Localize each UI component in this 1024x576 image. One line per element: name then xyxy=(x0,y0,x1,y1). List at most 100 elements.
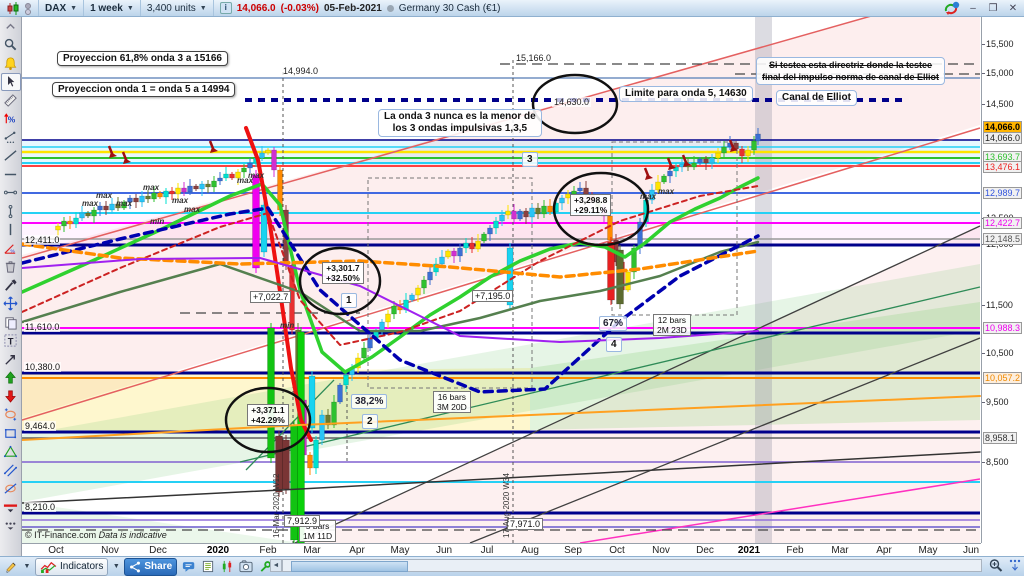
ellipse-icon[interactable] xyxy=(1,406,21,425)
month-label: Nov xyxy=(652,545,670,556)
move-icon[interactable] xyxy=(1,295,21,314)
triangle-icon[interactable] xyxy=(1,443,21,462)
price-tick-label: 15,500 xyxy=(986,39,1014,49)
chart-footer: © IT-Finance.com Data is indicative xyxy=(25,530,167,540)
close-button[interactable]: ✕ xyxy=(1008,2,1018,14)
month-label: Mar xyxy=(831,545,849,556)
month-label: Dec xyxy=(149,545,167,556)
ruler-icon[interactable] xyxy=(1,91,21,110)
month-label: Jun xyxy=(962,545,980,556)
draw-menu-button[interactable]: ▼ xyxy=(22,559,32,575)
price-tick-label: 11,500 xyxy=(986,300,1013,310)
drawing-toolbar: %% T xyxy=(0,17,22,556)
zoom-x-icon[interactable] xyxy=(988,558,1004,573)
market-status-icon xyxy=(386,4,394,12)
more-tools-icon[interactable] xyxy=(1,517,21,536)
arrow-down-icon[interactable] xyxy=(1,387,21,406)
parallel-lines-icon[interactable] xyxy=(1,461,21,480)
vertical-segment-icon[interactable] xyxy=(1,202,21,221)
horizontal-scrollbar[interactable] xyxy=(282,559,982,572)
month-label: Feb xyxy=(259,545,277,556)
indicative-label: Data is indicative xyxy=(98,530,167,540)
chevron-down-icon: ▼ xyxy=(126,4,134,12)
price-tag: 13,476.1 xyxy=(983,161,1023,173)
copyright-label: © IT-Finance.com xyxy=(25,530,97,540)
svg-text:T: T xyxy=(8,337,14,347)
platform-tools-icon[interactable] xyxy=(256,559,273,575)
chart-type-logo[interactable] xyxy=(0,0,39,16)
segment-dots-icon[interactable] xyxy=(1,128,21,147)
news-icon[interactable] xyxy=(199,559,216,575)
time-axis[interactable]: Oct Nov Dec 2020 Feb Mar Apr May Jun Jul Aug Sep Oct… xyxy=(22,543,981,556)
axis-tick xyxy=(982,462,985,463)
tools-icon[interactable] xyxy=(1,276,21,295)
indicators-icon xyxy=(40,561,57,573)
timeframe-select[interactable]: 1 week ▼ xyxy=(84,0,141,16)
vertical-line-icon[interactable] xyxy=(1,221,21,240)
chat-icon[interactable] xyxy=(180,559,197,575)
horizontal-segment-icon[interactable] xyxy=(1,184,21,203)
ma-dashed-navy xyxy=(22,206,760,394)
arrow-up-icon[interactable] xyxy=(1,369,21,388)
year-label: 2021 xyxy=(737,545,761,556)
share-label: Share xyxy=(144,561,173,572)
rectangle-icon[interactable] xyxy=(1,424,21,443)
year-label: 2020 xyxy=(206,545,230,556)
percent-variation-icon[interactable]: % xyxy=(1,110,21,129)
price-axis[interactable]: 15,50015,00014,50012,50012,00011,50010,5… xyxy=(981,17,1024,543)
alerts-bell-icon[interactable] xyxy=(1,54,21,73)
candlestick-logo-icon xyxy=(7,1,19,15)
symbol-label: DAX xyxy=(45,2,67,14)
scrollbar-thumb[interactable] xyxy=(291,561,408,572)
axis-tick xyxy=(982,353,985,354)
line-style-icon[interactable] xyxy=(1,498,21,517)
indicators-button[interactable]: Indicators xyxy=(35,557,109,576)
last-price-label: 14,066.0 xyxy=(236,2,276,14)
month-label: Feb xyxy=(786,545,804,556)
price-tag: 10,988.3 xyxy=(983,322,1023,334)
zoom-icon[interactable] xyxy=(1,36,21,55)
month-label: May xyxy=(390,545,410,556)
minimize-button[interactable]: – xyxy=(970,2,976,14)
angle-percent-icon[interactable]: % xyxy=(1,239,21,258)
price-tag: 12,989.7 xyxy=(983,187,1023,199)
arrow-icon[interactable] xyxy=(1,350,21,369)
horizontal-line-icon[interactable] xyxy=(1,165,21,184)
duplicate-icon[interactable] xyxy=(1,313,21,332)
symbol-select[interactable]: DAX ▼ xyxy=(39,0,85,16)
snapshot-icon[interactable] xyxy=(237,559,254,575)
share-button[interactable]: Share xyxy=(124,557,178,576)
ma-dashed-red xyxy=(22,185,759,346)
restore-button[interactable]: ❐ xyxy=(988,2,998,14)
scroll-left-button[interactable]: ◄ xyxy=(270,559,282,572)
month-label: Oct xyxy=(609,545,625,556)
price-tick-label: 14,500 xyxy=(986,99,1014,109)
month-label: Aug xyxy=(521,545,539,556)
sell-arrow-icon xyxy=(123,158,131,164)
sync-icon[interactable] xyxy=(942,1,960,16)
indicators-menu-button[interactable]: ▼ xyxy=(111,559,121,575)
chevron-down-icon: ▼ xyxy=(112,563,120,570)
text-icon[interactable]: T xyxy=(1,332,21,351)
axis-tick xyxy=(982,44,985,45)
units-select[interactable]: 3,400 units ▼ xyxy=(141,0,214,16)
title-bar: DAX ▼ 1 week ▼ 3,400 units ▼ i 14,066.0 … xyxy=(0,0,1024,17)
draw-icon[interactable] xyxy=(2,559,19,575)
trendline-icon[interactable] xyxy=(1,147,21,166)
price-tick-label: 15,000 xyxy=(986,68,1014,78)
month-label: Jun xyxy=(435,545,453,556)
collapse-icon[interactable] xyxy=(1,17,21,36)
trash-icon[interactable] xyxy=(1,258,21,277)
compare-icon[interactable] xyxy=(218,559,235,575)
share-icon xyxy=(130,561,141,572)
info-icon[interactable]: i xyxy=(219,2,232,14)
ellipse-off-icon[interactable] xyxy=(1,480,21,499)
change-label: (-0.03%) xyxy=(280,2,319,14)
price-tag: 8,958.1 xyxy=(983,432,1018,444)
indicators-label: Indicators xyxy=(60,561,104,572)
layout-icon xyxy=(25,2,31,15)
sell-arrow-icon xyxy=(683,161,691,167)
cursor-icon[interactable] xyxy=(0,72,21,91)
axis-menu-icon[interactable] xyxy=(1008,558,1022,573)
